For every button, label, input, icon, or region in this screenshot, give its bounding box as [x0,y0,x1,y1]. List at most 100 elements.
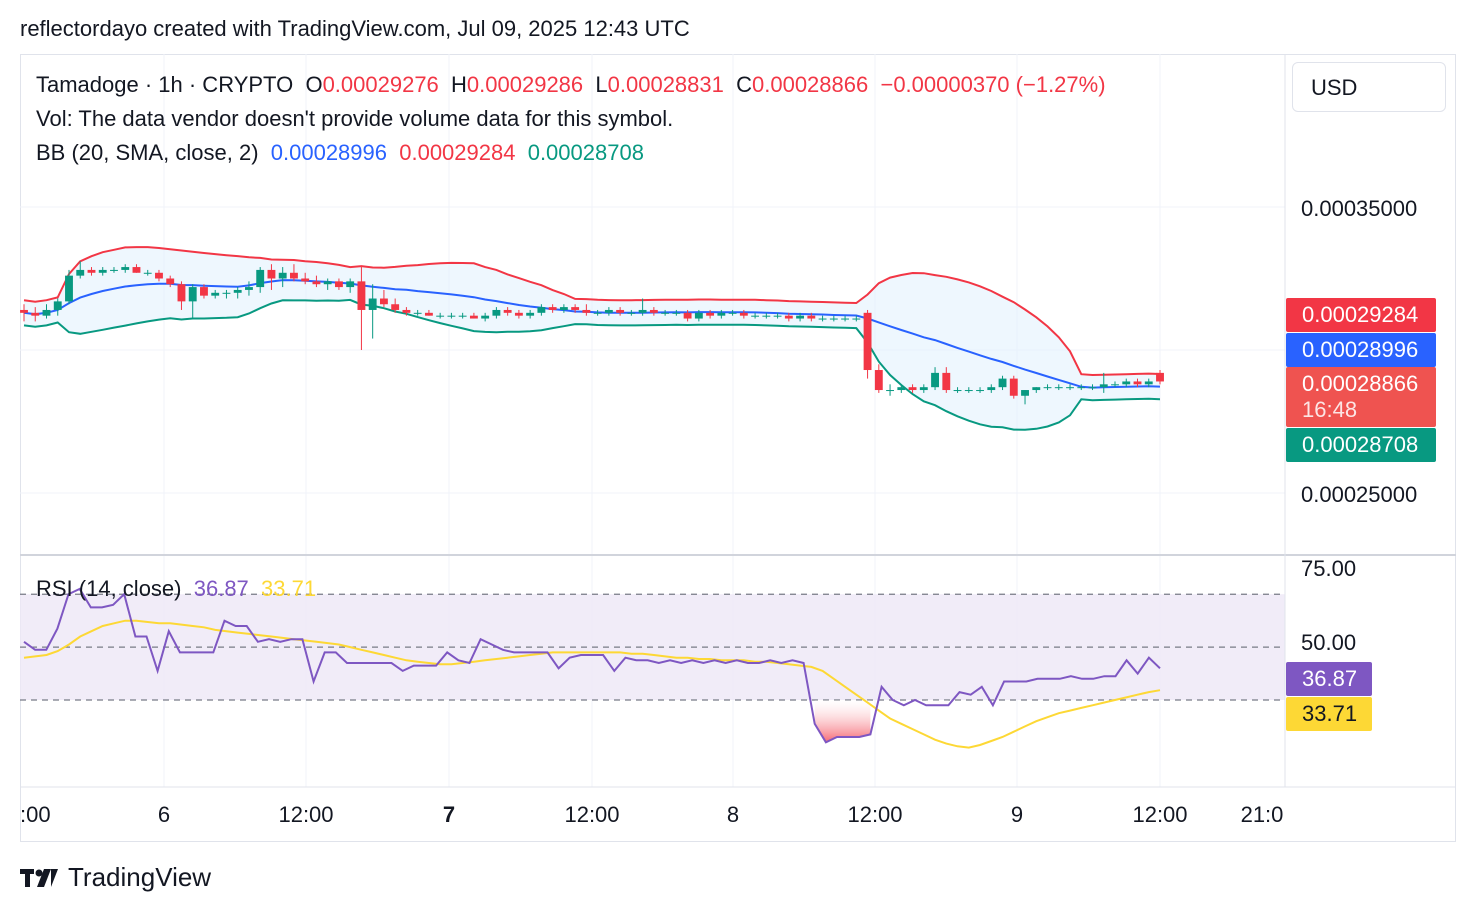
candle-body [166,278,175,285]
candle-body [188,287,197,302]
candle [1066,384,1074,391]
time-tick-label: :00 [20,802,51,827]
candle-body [503,309,512,313]
candle-body [784,315,793,319]
candle-body [559,307,568,310]
candle-body [919,387,928,391]
candle [998,375,1007,391]
candle-body [976,390,984,392]
candle [1054,384,1063,391]
candle [413,309,422,316]
time-axis: :00 6 12:00 7 12:00 8 12:00 9 12:00 21:0 [20,802,1283,827]
candle-body [110,269,118,271]
candle [796,312,805,322]
tradingview-logo[interactable]: TradingView [20,862,211,893]
candle-body [200,287,208,296]
rsi-ma-value: 33.71 [261,576,317,601]
candle-body [537,307,546,313]
candle [1111,381,1119,388]
candle [919,384,928,393]
candle-body [649,309,658,313]
candle-body [762,315,771,317]
candle-body [301,278,310,282]
bb-legend[interactable]: BB (20, SMA, close, 2) 0.00028996 0.0002… [36,140,644,166]
candle [267,264,276,290]
candle-body [1156,372,1164,382]
candle-body [20,309,28,313]
candle [886,384,894,396]
time-tick-label: 12:00 [1132,802,1187,827]
candle [1077,384,1086,391]
candle [672,309,681,316]
rsi-legend[interactable]: RSI (14, close) 36.87 33.71 [36,576,316,602]
candle [211,289,220,299]
bollinger-bands [23,246,1161,431]
candle [717,309,726,319]
candle [784,312,793,322]
currency-selector[interactable]: USD [1292,62,1446,112]
candle-body [548,307,557,310]
candle-body [155,272,163,279]
volume-legend: Vol: The data vendor doesn't provide vol… [36,106,674,131]
candle [548,304,557,313]
open-label: O [305,72,323,97]
candle-body [942,372,951,391]
candle-body [87,269,96,273]
candle-body [1122,381,1131,385]
candle [402,307,411,316]
time-tick-label: 12:00 [847,802,902,827]
candle [436,312,445,319]
candle-body [211,292,220,296]
time-tick-label: 8 [727,802,739,827]
candle [818,315,827,322]
candle [245,281,253,296]
candle [301,272,310,285]
time-tick-label: 12:00 [278,802,333,827]
bb-upper-line [23,246,1161,377]
candle [661,309,670,316]
candle-body [290,272,298,279]
tradingview-logo-icon [20,868,58,887]
candle [1009,375,1018,399]
candle [256,267,265,293]
symbol-label[interactable]: Tamadoge · 1h · CRYPTO [36,72,294,97]
rsi-panel [20,587,1285,749]
high-label: H [451,72,467,97]
candle [31,307,40,322]
candle-body [31,312,40,316]
candle [278,267,287,288]
candle [110,267,118,273]
candle-body [233,289,242,293]
candle-body [413,312,422,314]
candle [694,309,703,322]
rsi-ma-price-tag: 33.71 [1286,697,1372,731]
bb-lower-price-tag: 0.00028708 [1286,428,1436,462]
candle-body [481,315,490,319]
candle [649,307,658,316]
chart-attribution: reflectordayo created with TradingView.c… [20,16,690,41]
candle-body [616,309,625,313]
candle [526,309,535,319]
last-price: 0.00028866 [1302,371,1419,396]
candle [1133,378,1142,388]
candle [616,307,625,316]
candle-body [391,304,400,310]
bb-basis-line [23,279,1161,389]
time-tick-label: 9 [1011,802,1023,827]
candle-body [964,390,973,392]
bb-lower-line [23,298,1161,431]
candle [447,312,456,319]
bb-label: BB (20, SMA, close, 2) [36,140,259,165]
bar-countdown: 16:48 [1302,397,1358,422]
candle-body [728,312,737,314]
candle-body [1077,387,1086,389]
candle [1099,372,1108,393]
candle-body [65,275,73,302]
candle [391,298,400,313]
candle [559,304,568,313]
candle [492,307,501,319]
candle [503,307,512,316]
candle [931,367,939,391]
candle [20,304,28,322]
